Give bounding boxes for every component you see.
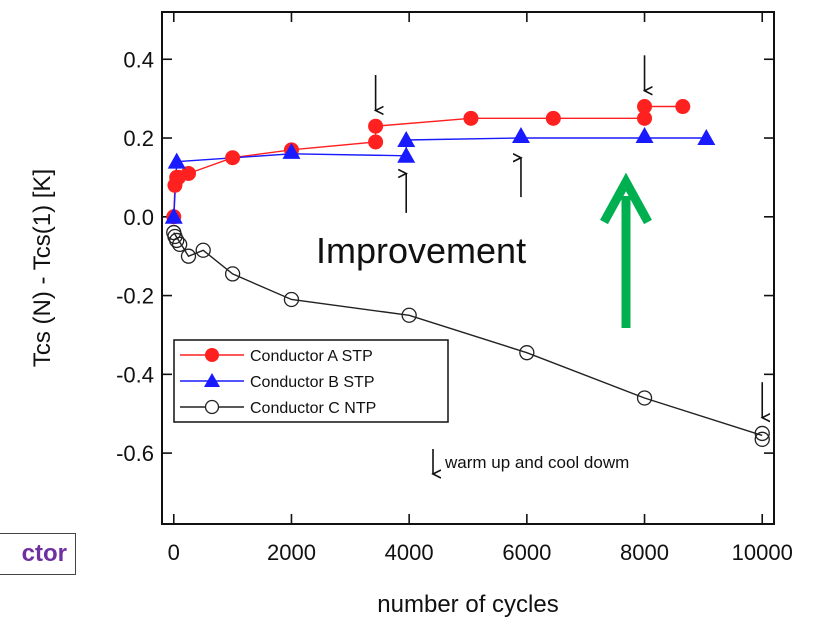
svg-text:Conductor A STP: Conductor A STP [250, 348, 373, 365]
legend-entry-c: Conductor C NTP [180, 399, 376, 417]
y-tick-label: -0.6 [116, 441, 154, 466]
series-line-c [173, 232, 763, 437]
warm-note: warm up and cool dowm [433, 449, 629, 474]
x-axis-label: number of cycles [377, 591, 558, 618]
data-point-a [675, 99, 691, 115]
data-point-a [225, 150, 241, 166]
legend: Conductor A STP Conductor B STP Conducto… [173, 339, 449, 423]
x-tick-label: 10000 [732, 540, 793, 565]
data-point-c [283, 291, 300, 308]
y-tick-label: 0.4 [123, 47, 154, 72]
data-point-b [167, 152, 186, 169]
data-point-b [282, 142, 301, 159]
plot-frame [161, 11, 775, 525]
y-axis-label: Tcs (N) - Tcs(1) [K] [29, 169, 56, 367]
data-point-c [172, 236, 188, 253]
data-point-b [164, 207, 183, 224]
data-point-a [463, 110, 479, 126]
x-tick-label: 0 [168, 540, 180, 565]
data-point-a [637, 99, 653, 115]
improvement-label: Improvement [316, 230, 526, 271]
legend-entry-b: Conductor B STP [180, 373, 375, 391]
svg-text:Conductor C NTP: Conductor C NTP [250, 400, 376, 417]
svg-text:Conductor B STP: Conductor B STP [250, 374, 375, 391]
series-line-a [173, 105, 683, 217]
cropped-label-text: ctor [21, 540, 67, 567]
data-point-c [195, 242, 211, 258]
y-tick-label: -0.2 [116, 284, 154, 309]
data-point-b [697, 129, 716, 146]
y-tick-label: -0.4 [116, 362, 154, 387]
data-point-c [754, 431, 770, 447]
data-point-c [519, 345, 535, 361]
data-point-b [635, 127, 654, 144]
improvement-arrow [600, 172, 652, 328]
x-axis-ticks: 0 2000 4000 6000 8000 10000 [168, 12, 793, 565]
svg-text:warm up and cool dowm: warm up and cool dowm [444, 453, 629, 472]
data-point-b [511, 127, 530, 144]
x-tick-label: 2000 [267, 540, 316, 565]
event-arrows [376, 55, 763, 417]
y-tick-label: 0.2 [123, 126, 154, 151]
data-point-b [397, 131, 416, 147]
data-point-c [401, 307, 417, 323]
data-point-a [368, 134, 384, 150]
data-point-a [637, 110, 653, 126]
x-tick-label: 6000 [502, 540, 551, 565]
data-point-c [754, 425, 770, 442]
data-point-c [180, 248, 197, 264]
legend-entry-a: Conductor A STP [180, 348, 373, 365]
y-tick-label: 0.0 [123, 205, 154, 230]
x-tick-label: 4000 [385, 540, 434, 565]
data-point-c [636, 390, 653, 406]
data-point-b [397, 146, 416, 163]
data-point-a [180, 165, 196, 181]
data-point-a [545, 110, 561, 126]
data-point-c [224, 266, 241, 282]
x-tick-label: 8000 [620, 540, 669, 565]
data-point-a [368, 118, 384, 134]
data-point-c [169, 232, 185, 249]
series-points [164, 99, 770, 447]
cropped-label-box: ctor [0, 533, 76, 575]
y-axis-ticks: 0.4 0.2 0.0 -0.2 -0.4 -0.6 [116, 47, 774, 466]
